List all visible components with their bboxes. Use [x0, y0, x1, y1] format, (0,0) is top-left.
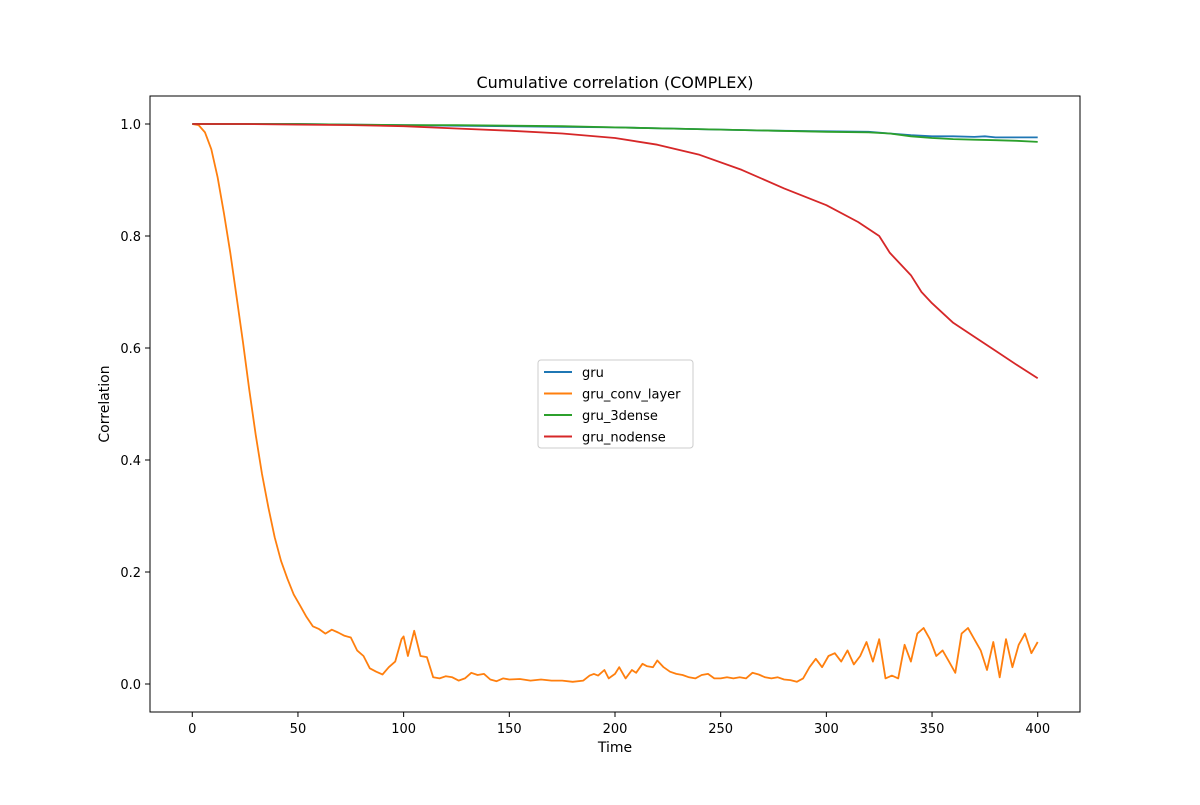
- legend-label-gru: gru: [582, 366, 604, 381]
- series-line-gru: [192, 123, 1038, 139]
- legend-label-gru-nodense: gru_nodense: [582, 431, 666, 446]
- x-tick-label-0: 0: [188, 722, 196, 737]
- ticks-layer: 0 50 100 150 200 250 300 350 400 0.0 0.2 0.4 0.6 0.8 1…: [120, 118, 1050, 737]
- series-line-gru-conv-layer: [192, 123, 1039, 683]
- x-tick-label-250: 250: [708, 722, 733, 737]
- x-tick-label-50: 50: [290, 722, 307, 737]
- x-tick-label-100: 100: [391, 722, 416, 737]
- chart-title: Cumulative correlation (COMPLEX): [476, 73, 753, 92]
- series-layer: [192, 123, 1039, 683]
- y-tick-label-0.0: 0.0: [120, 678, 141, 693]
- x-tick-label-300: 300: [814, 722, 839, 737]
- legend-label-gru-conv-layer: gru_conv_layer: [582, 388, 681, 403]
- y-axis-label: Correlation: [97, 365, 113, 442]
- series-line-gru-3dense: [192, 123, 1038, 143]
- x-tick-label-400: 400: [1025, 722, 1050, 737]
- y-tick-label-0.8: 0.8: [120, 230, 141, 245]
- y-tick-label-0.6: 0.6: [120, 342, 141, 357]
- x-tick-label-200: 200: [603, 722, 628, 737]
- x-tick-label-150: 150: [497, 722, 522, 737]
- y-tick-label-1.0: 1.0: [120, 118, 141, 133]
- legend: gru gru_conv_layer gru_3dense gru_nodense: [537, 359, 694, 449]
- y-tick-label-0.4: 0.4: [120, 454, 141, 469]
- series-line-gru-nodense: [192, 123, 1039, 379]
- x-axis-label: Time: [597, 740, 632, 756]
- x-tick-label-350: 350: [920, 722, 945, 737]
- legend-box: [537, 359, 694, 449]
- legend-label-gru-3dense: gru_3dense: [582, 409, 658, 424]
- plot-frame: [149, 95, 1081, 713]
- y-tick-label-0.2: 0.2: [120, 566, 141, 581]
